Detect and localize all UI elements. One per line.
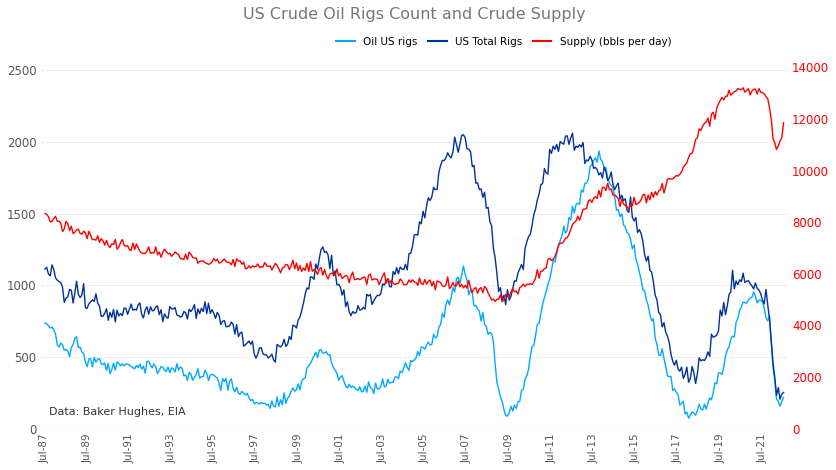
Line: Oil US rigs: Oil US rigs <box>45 151 783 418</box>
Oil US rigs <box>595 157 605 162</box>
Supply (bbls per day) <box>485 293 495 299</box>
Supply (bbls per day) <box>595 194 605 200</box>
Oil US rigs <box>641 297 651 303</box>
Text: Trade Like a Pro: Trade Like a Pro <box>72 162 166 175</box>
US Total Rigs <box>775 397 785 402</box>
Supply (bbls per day) <box>40 211 50 216</box>
Supply (bbls per day) <box>738 85 748 91</box>
Oil US rigs <box>590 155 600 161</box>
Line: Supply (bbls per day): Supply (bbls per day) <box>45 88 783 302</box>
Line: US Total Rigs: US Total Rigs <box>45 133 783 399</box>
Oil US rigs <box>633 261 643 267</box>
US Total Rigs <box>40 266 50 272</box>
Supply (bbls per day) <box>633 201 643 207</box>
US Total Rigs <box>595 170 605 175</box>
Supply (bbls per day) <box>497 299 507 305</box>
Supply (bbls per day) <box>270 260 280 266</box>
Oil US rigs <box>594 148 604 154</box>
Oil US rigs <box>684 415 694 421</box>
US Total Rigs <box>592 167 602 172</box>
Text: Data: Baker Hughes, EIA: Data: Baker Hughes, EIA <box>48 407 186 416</box>
Oil US rigs <box>485 329 495 335</box>
Oil US rigs <box>270 404 280 410</box>
Supply (bbls per day) <box>592 196 602 201</box>
Supply (bbls per day) <box>778 120 788 125</box>
US Total Rigs <box>568 130 578 136</box>
US Total Rigs <box>485 219 495 224</box>
Supply (bbls per day) <box>641 200 651 206</box>
US Total Rigs <box>633 230 643 235</box>
Legend: Oil US rigs, US Total Rigs, Supply (bbls per day): Oil US rigs, US Total Rigs, Supply (bbls… <box>332 32 675 51</box>
Text: FxPro: FxPro <box>69 92 168 121</box>
US Total Rigs <box>270 359 280 365</box>
US Total Rigs <box>778 390 788 395</box>
Oil US rigs <box>40 321 50 326</box>
US Total Rigs <box>641 258 651 264</box>
Title: US Crude Oil Rigs Count and Crude Supply: US Crude Oil Rigs Count and Crude Supply <box>243 7 585 22</box>
Oil US rigs <box>778 394 788 400</box>
